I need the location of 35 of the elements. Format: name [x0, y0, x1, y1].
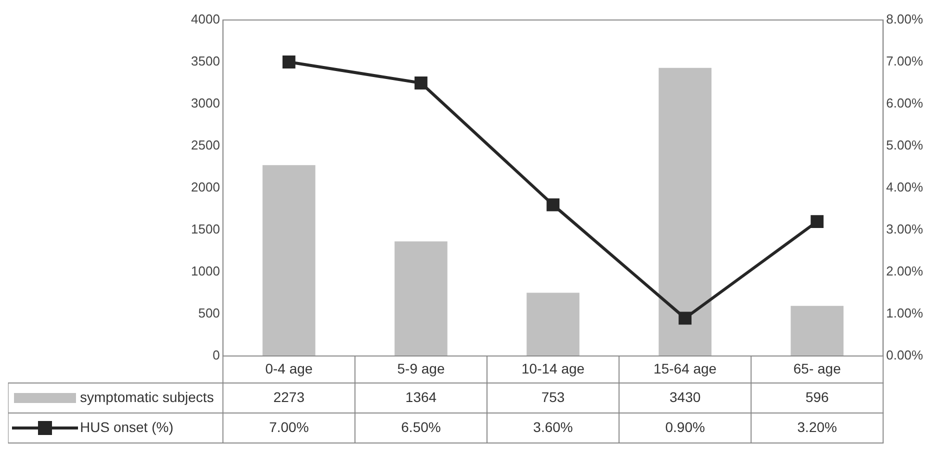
legend-label: symptomatic subjects	[80, 388, 214, 405]
data-label: 596	[805, 388, 830, 405]
y2-tick-label: 1.00%	[886, 306, 924, 321]
y2-tick-label: 4.00%	[886, 180, 924, 195]
y2-tick-label: 0.00%	[886, 348, 924, 363]
legend-label: HUS onset (%)	[80, 418, 174, 435]
y-tick-label: 3500	[191, 54, 220, 69]
y2-tick-label: 7.00%	[886, 54, 924, 69]
data-label: 3430	[669, 388, 701, 405]
y2-tick-label: 8.00%	[886, 12, 924, 27]
data-label: 1364	[405, 388, 437, 405]
x-tick-label: 65- age	[793, 360, 842, 376]
data-label: 0.90%	[665, 418, 705, 435]
y-tick-label: 4000	[191, 12, 220, 27]
data-label: 3.20%	[797, 418, 837, 435]
y-tick-label: 0	[212, 348, 220, 363]
y2-tick-label: 2.00%	[886, 264, 924, 279]
y2-tick-label: 6.00%	[886, 96, 924, 111]
data-label: 753	[541, 388, 565, 405]
y-tick-label: 500	[198, 306, 220, 321]
y-tick-label: 1500	[191, 222, 220, 237]
y-tick-label: 3000	[191, 96, 220, 111]
x-tick-label: 5-9 age	[397, 360, 445, 376]
data-label: 7.00%	[269, 418, 309, 435]
y2-tick-label: 5.00%	[886, 138, 924, 153]
y-tick-label: 1000	[191, 264, 220, 279]
x-tick-label: 10-14 age	[522, 360, 585, 376]
data-label: 2273	[273, 388, 305, 405]
x-tick-label: 15-64 age	[654, 360, 717, 376]
y-tick-label: 2000	[191, 180, 220, 195]
data-label: 3.60%	[533, 418, 573, 435]
data-label: 6.50%	[401, 418, 441, 435]
y2-tick-label: 3.00%	[886, 222, 924, 237]
x-tick-label: 0-4 age	[265, 360, 313, 376]
y-tick-label: 2500	[191, 138, 220, 153]
